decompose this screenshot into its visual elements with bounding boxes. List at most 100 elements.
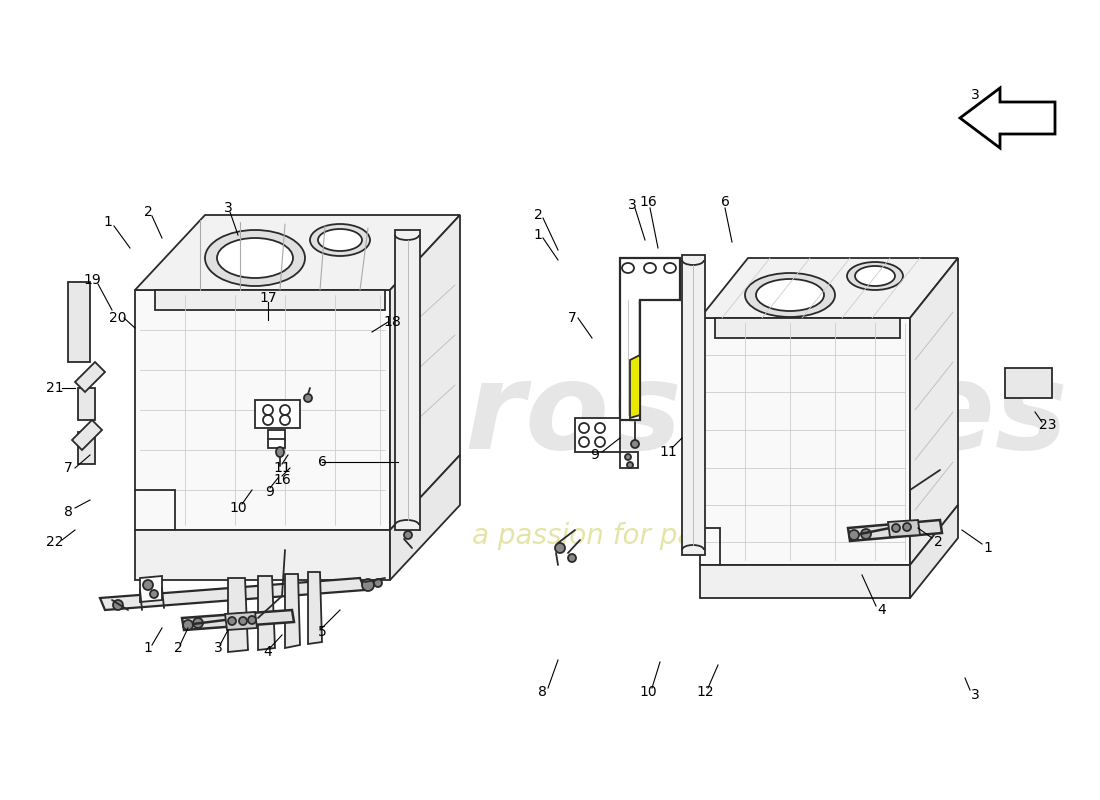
Polygon shape: [715, 318, 900, 338]
Text: 8: 8: [538, 685, 547, 699]
Ellipse shape: [892, 524, 900, 532]
Ellipse shape: [374, 579, 382, 587]
Polygon shape: [140, 576, 162, 602]
Polygon shape: [910, 505, 958, 598]
Text: eurospares: eurospares: [296, 358, 1068, 474]
Ellipse shape: [756, 279, 824, 311]
Polygon shape: [390, 215, 460, 530]
Text: a passion for parts since 1985: a passion for parts since 1985: [472, 522, 892, 550]
Polygon shape: [285, 574, 300, 648]
Polygon shape: [78, 388, 95, 420]
Polygon shape: [100, 578, 365, 610]
Ellipse shape: [239, 617, 248, 625]
Ellipse shape: [568, 554, 576, 562]
Polygon shape: [395, 230, 420, 530]
Text: 3: 3: [213, 641, 222, 655]
Polygon shape: [910, 258, 958, 565]
Polygon shape: [308, 572, 322, 644]
Text: 2: 2: [174, 641, 183, 655]
Polygon shape: [268, 430, 285, 448]
Text: 9: 9: [591, 448, 600, 462]
Text: 1: 1: [144, 641, 153, 655]
Polygon shape: [68, 282, 90, 362]
Text: 2: 2: [534, 208, 542, 222]
Text: 22: 22: [46, 535, 64, 549]
Ellipse shape: [183, 620, 192, 630]
Text: 4: 4: [878, 603, 887, 617]
Ellipse shape: [150, 590, 158, 598]
Text: 2: 2: [934, 535, 943, 549]
Polygon shape: [135, 290, 390, 530]
Polygon shape: [155, 290, 385, 310]
Polygon shape: [888, 520, 920, 537]
Polygon shape: [575, 418, 620, 452]
Text: 23: 23: [1040, 418, 1057, 432]
Text: 20: 20: [109, 311, 126, 325]
Text: 3: 3: [223, 201, 232, 215]
Ellipse shape: [228, 617, 236, 625]
Ellipse shape: [143, 580, 153, 590]
Ellipse shape: [627, 462, 632, 468]
Text: 12: 12: [696, 685, 714, 699]
Text: 19: 19: [84, 273, 101, 287]
Text: 11: 11: [659, 445, 676, 459]
Text: 5: 5: [318, 625, 327, 639]
Polygon shape: [182, 610, 294, 630]
Ellipse shape: [404, 531, 412, 539]
Polygon shape: [700, 258, 958, 318]
Text: 10: 10: [229, 501, 246, 515]
Text: 1: 1: [983, 541, 992, 555]
Text: 18: 18: [383, 315, 400, 329]
Ellipse shape: [205, 230, 305, 286]
Text: 11: 11: [273, 461, 290, 475]
Text: 1: 1: [534, 228, 542, 242]
Ellipse shape: [113, 600, 123, 610]
Text: 7: 7: [64, 461, 73, 475]
Ellipse shape: [631, 440, 639, 448]
Ellipse shape: [855, 266, 895, 286]
Text: 7: 7: [568, 311, 576, 325]
Ellipse shape: [556, 543, 565, 553]
Polygon shape: [620, 452, 638, 468]
Polygon shape: [630, 355, 640, 418]
Text: 21: 21: [46, 381, 64, 395]
Text: 3: 3: [628, 198, 637, 212]
Ellipse shape: [192, 618, 204, 628]
Polygon shape: [1005, 368, 1052, 398]
Polygon shape: [848, 520, 942, 541]
Polygon shape: [258, 576, 275, 650]
Polygon shape: [228, 578, 248, 652]
Polygon shape: [700, 565, 910, 598]
Ellipse shape: [861, 529, 871, 539]
Text: 6: 6: [720, 195, 729, 209]
Polygon shape: [75, 362, 104, 392]
Ellipse shape: [318, 229, 362, 251]
Polygon shape: [682, 255, 705, 555]
Ellipse shape: [248, 616, 256, 624]
Text: 2: 2: [144, 205, 153, 219]
Ellipse shape: [304, 394, 312, 402]
Ellipse shape: [625, 454, 631, 460]
Polygon shape: [135, 215, 460, 290]
Ellipse shape: [217, 238, 293, 278]
Ellipse shape: [310, 224, 370, 256]
Text: 4: 4: [264, 645, 273, 659]
Text: 17: 17: [260, 291, 277, 305]
Polygon shape: [135, 530, 390, 580]
Ellipse shape: [847, 262, 903, 290]
Ellipse shape: [745, 273, 835, 317]
Text: 3: 3: [970, 88, 979, 102]
Polygon shape: [620, 258, 680, 420]
Text: 8: 8: [64, 505, 73, 519]
Polygon shape: [700, 318, 910, 565]
Ellipse shape: [276, 447, 284, 457]
Polygon shape: [390, 455, 460, 580]
Text: 9: 9: [265, 485, 274, 499]
Polygon shape: [226, 612, 257, 630]
Polygon shape: [255, 400, 300, 428]
Ellipse shape: [849, 530, 859, 540]
Text: 10: 10: [639, 685, 657, 699]
Text: 16: 16: [273, 473, 290, 487]
Text: 16: 16: [639, 195, 657, 209]
Text: 3: 3: [970, 688, 979, 702]
